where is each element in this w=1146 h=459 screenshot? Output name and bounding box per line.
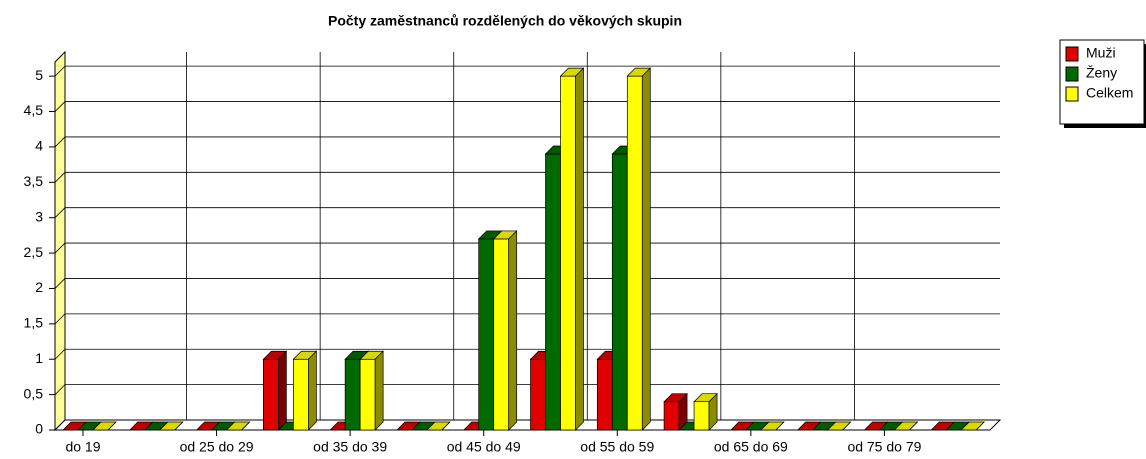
x-tick-label: do 19 <box>65 439 100 455</box>
left-wall <box>54 50 66 432</box>
bar-front <box>478 238 495 431</box>
bar-side <box>278 350 287 431</box>
bar <box>426 421 451 431</box>
bar-front <box>596 358 613 431</box>
y-tick-label: 1,5 <box>24 315 44 331</box>
bar-side <box>909 421 918 431</box>
bar-front <box>263 358 279 431</box>
bar-front <box>611 153 628 431</box>
bar-side <box>441 421 451 431</box>
bar <box>663 392 688 431</box>
bar <box>359 350 384 431</box>
grid-side <box>54 101 66 112</box>
y-tick-label: 3,5 <box>24 173 44 189</box>
bar-side <box>508 230 518 431</box>
grid-side <box>54 348 66 360</box>
bar-side <box>842 421 851 431</box>
bar-side <box>775 421 785 431</box>
x-tick-label: od 55 do 59 <box>580 439 654 455</box>
x-tick-label: od 25 do 29 <box>180 439 254 455</box>
bar <box>292 350 318 431</box>
x-tick-label: od 65 do 69 <box>714 439 788 455</box>
x-tick-label: od 75 do 79 <box>847 439 921 455</box>
y-tick-label: 3 <box>35 208 43 224</box>
bar-side <box>374 350 384 431</box>
bar-side <box>107 421 117 431</box>
bar <box>559 67 585 431</box>
bar-front <box>663 401 680 431</box>
grid-side <box>54 172 66 183</box>
y-tick-label: 0,5 <box>24 385 44 401</box>
bar <box>893 421 919 431</box>
grid-side <box>54 278 66 289</box>
bar-side <box>241 421 250 431</box>
bar <box>826 421 852 431</box>
grid-side <box>54 384 66 395</box>
bar-side <box>708 392 718 431</box>
grid-side <box>54 419 66 431</box>
y-tick-label: 4 <box>35 138 43 154</box>
bar-front <box>626 75 643 431</box>
chart-title: Počty zaměstnanců rozdělených do věkovýc… <box>328 13 682 29</box>
legend-label: Muži <box>1086 45 1116 61</box>
y-tick-label: 4,5 <box>24 102 44 118</box>
grid-side <box>54 207 66 218</box>
legend-swatch <box>1065 66 1079 82</box>
bar <box>262 350 288 431</box>
bar <box>960 421 986 431</box>
bar <box>492 230 518 431</box>
floor <box>53 419 1002 431</box>
legend-label: Celkem <box>1086 85 1133 101</box>
y-tick-label: 1 <box>35 350 43 366</box>
grid-side <box>54 136 66 148</box>
grid-side <box>54 242 66 254</box>
bar-side <box>975 421 985 431</box>
legend-swatch <box>1065 86 1079 102</box>
bar-front <box>493 238 510 431</box>
grid-side <box>54 313 66 325</box>
y-tick-label: 2 <box>35 279 43 295</box>
bar-side <box>174 421 184 431</box>
grid-side <box>54 65 66 77</box>
bar-front <box>545 153 561 431</box>
bar-side <box>575 67 584 431</box>
y-tick-label: 0 <box>35 421 43 437</box>
y-tick-label: 2,5 <box>24 244 44 260</box>
bar-front <box>560 75 576 431</box>
legend-swatch <box>1065 46 1079 62</box>
bar-front <box>344 358 361 431</box>
bar-front <box>359 358 376 431</box>
x-tick-label: od 45 do 49 <box>447 439 521 455</box>
bar-side <box>641 67 651 431</box>
bar-front <box>530 358 546 431</box>
bar <box>225 421 251 431</box>
bar <box>92 421 117 431</box>
bar-front <box>293 358 309 431</box>
bar <box>693 392 718 431</box>
bar-side <box>308 350 317 431</box>
y-tick-label: 5 <box>35 67 43 83</box>
legend-label: Ženy <box>1086 65 1117 81</box>
bar-front <box>693 401 710 431</box>
bar <box>158 421 184 431</box>
bar <box>760 421 785 431</box>
bar <box>626 67 652 431</box>
x-tick-label: od 35 do 39 <box>313 439 387 455</box>
